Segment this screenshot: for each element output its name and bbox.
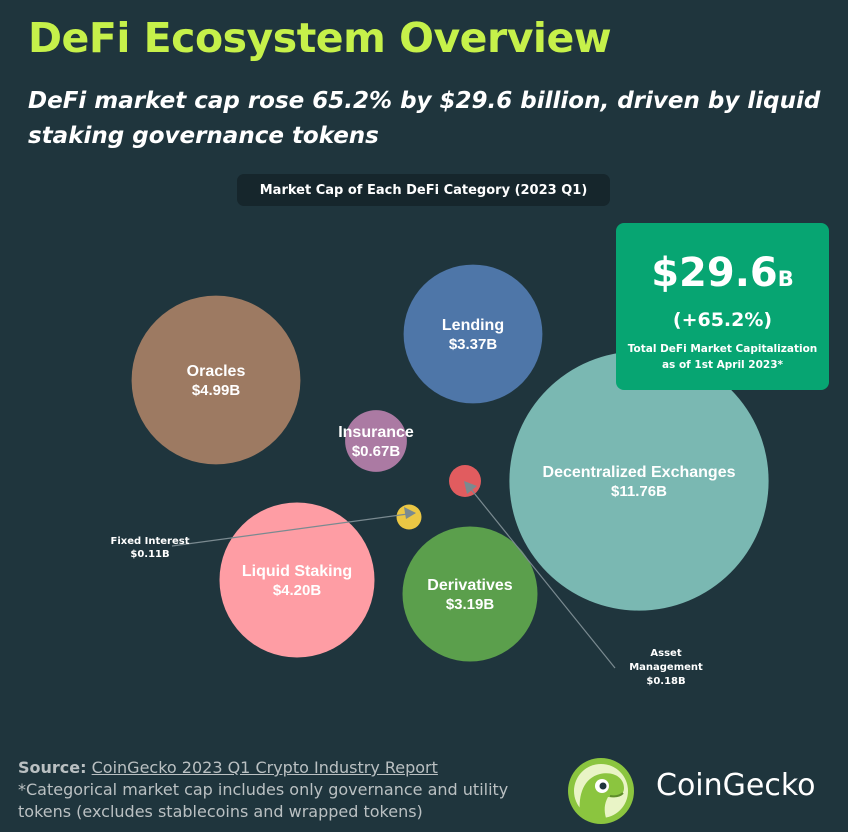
callouts: Fixed Interest $0.11B Asset Management $… (111, 481, 703, 687)
bubble-value-lending: $3.37B (449, 336, 498, 353)
bubble-insurance (345, 410, 407, 472)
bubble-value-liquid-staking: $4.20B (273, 582, 322, 599)
fixed-interest-callout-name: Fixed Interest (111, 536, 190, 547)
total-change: (+65.2%) (672, 309, 773, 331)
bubble-label-insurance: Insurance (338, 424, 414, 441)
source-label: Source: (18, 758, 87, 777)
bubble-value-oracles: $4.99B (192, 382, 241, 399)
chart-title: Market Cap of Each DeFi Category (2023 Q… (237, 174, 610, 206)
asset-management-arrowhead (464, 481, 477, 494)
bubble-label-oracles: Oracles (187, 363, 246, 380)
bubble-decentralized-exchanges (509, 351, 769, 611)
total-amount-value: $29.6 (651, 250, 778, 296)
total-amount-unit: B (777, 267, 794, 291)
bubble-label-decentralized-exchanges: Decentralized Exchanges (543, 464, 736, 481)
bubble-label-liquid-staking: Liquid Staking (242, 563, 352, 580)
source-link[interactable]: CoinGecko 2023 Q1 Crypto Industry Report (91, 758, 438, 777)
asset-management-callout-line (465, 482, 616, 669)
footer-source: Source: CoinGecko 2023 Q1 Crypto Industr… (18, 757, 548, 823)
asset-management-callout-name-2: Management (629, 662, 703, 673)
total-market-cap-card: $29.6B (+65.2%) Total DeFi Market Capita… (616, 223, 829, 390)
bubble-oracles (131, 295, 301, 465)
page-subtitle: DeFi market cap rose 65.2% by $29.6 bill… (28, 88, 821, 149)
total-amount: $29.6B (616, 245, 829, 307)
fixed-interest-arrowhead (404, 507, 416, 519)
bubble-liquid-staking (219, 502, 375, 658)
page-title: DeFi Ecosystem Overview (28, 14, 612, 62)
bubble-label-lending: Lending (442, 317, 504, 334)
asset-management-callout-value: $0.18B (646, 676, 685, 687)
footnote: *Categorical market cap includes only go… (18, 780, 509, 821)
gecko-logo-icon (568, 758, 634, 824)
bubble-value-derivatives: $3.19B (446, 596, 495, 613)
fixed-interest-callout-value: $0.11B (130, 549, 169, 560)
bubble-layer: Oracles $4.99B Lending $3.37B Insurance $0.67… (131, 264, 769, 662)
fixed-interest-callout-line (171, 512, 416, 547)
bubble-label-derivatives: Derivatives (427, 577, 512, 594)
total-description: Total DeFi Market Capitalization as of 1… (627, 343, 818, 371)
bubble-asset-management (449, 465, 481, 497)
bubble-value-decentralized-exchanges: $11.76B (611, 483, 667, 500)
bubble-derivatives (402, 526, 538, 662)
bubble-lending (403, 264, 543, 404)
asset-management-callout-name: Asset (650, 648, 681, 659)
brand-name: CoinGecko (656, 768, 816, 803)
bubble-value-insurance: $0.67B (352, 443, 401, 460)
